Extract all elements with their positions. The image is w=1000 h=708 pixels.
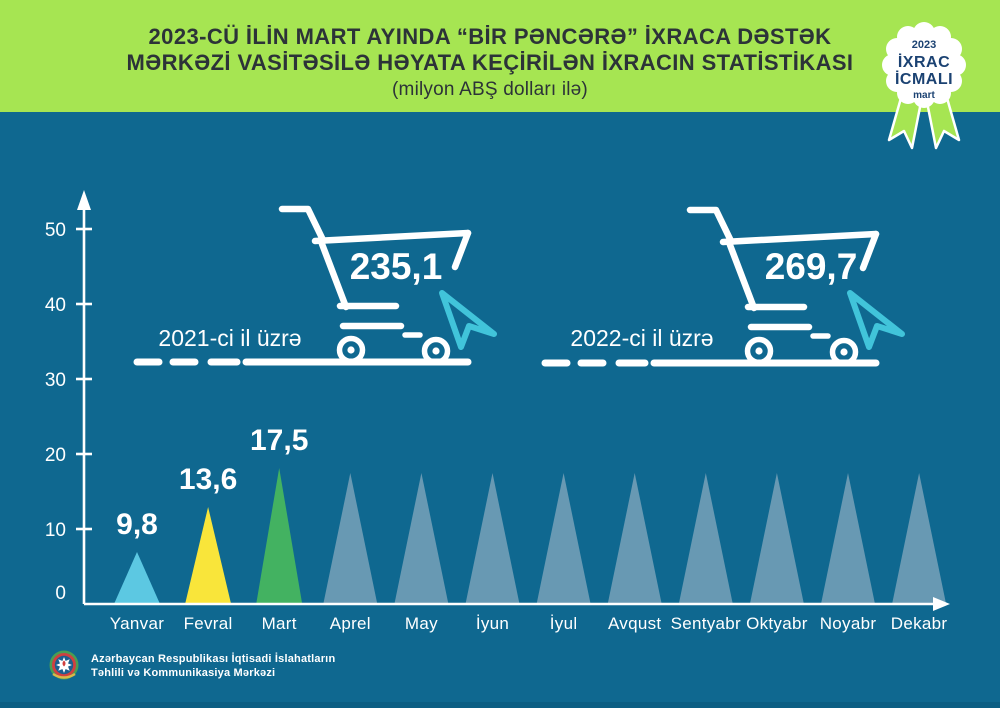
organization-line1: Azərbaycan Respublikası İqtisadi İslahat…	[91, 653, 336, 665]
cart-2022-group: 269,7 2022-ci il üzrə	[545, 210, 902, 364]
month-peaks: 9,8 Yanvar 13,6 Fevral 17,5 Mart Aprel May İyun İ…	[110, 424, 948, 633]
year-badge: 2023 İXRAC İCMALI mart	[876, 12, 972, 152]
organization-line2: Təhlili və Kommunikasiya Mərkəzi	[91, 667, 276, 679]
header-banner: 2023-CÜ İLİN MART AYINDA “BİR PƏNCƏRƏ” İ…	[0, 0, 1000, 112]
month-label-noyabr: Noyabr	[820, 614, 877, 633]
cart-2021-value: 235,1	[350, 246, 443, 287]
month-peak-fevral	[185, 507, 232, 604]
month-label-i̇yul: İyul	[550, 614, 578, 633]
month-label-avqust: Avqust	[608, 614, 661, 633]
month-label-sentyabr: Sentyabr	[671, 614, 741, 633]
month-label-yanvar: Yanvar	[110, 614, 164, 633]
month-peak-mart	[256, 468, 303, 604]
month-label-fevral: Fevral	[184, 614, 233, 633]
month-peak-oktyabr	[749, 473, 804, 604]
badge-year: 2023	[912, 39, 936, 51]
value-label-fevral: 13,6	[179, 463, 237, 496]
y-tick-label-50: 50	[45, 220, 66, 241]
state-emblem-icon	[49, 650, 79, 680]
month-label-i̇yun: İyun	[476, 614, 509, 633]
title-subtitle: (milyon ABŞ dolları ilə)	[392, 79, 588, 100]
badge-title-line2: İCMALI	[895, 70, 953, 88]
title-line-2: MƏRKƏZİ VASİTƏSİLƏ HƏYATA KEÇİRİLƏN İXRA…	[126, 50, 854, 75]
y-tick-label-0: 0	[55, 583, 66, 604]
month-label-mart: Mart	[262, 614, 297, 633]
y-tick-label-40: 40	[45, 295, 66, 316]
y-tick-label-10: 10	[45, 520, 66, 541]
footer: Azərbaycan Respublikası İqtisadi İslahat…	[46, 648, 335, 684]
month-label-oktyabr: Oktyabr	[746, 614, 808, 633]
cart-2022-value: 269,7	[765, 246, 858, 287]
month-peak-noyabr	[821, 473, 875, 604]
badge-month: mart	[913, 90, 935, 101]
value-label-yanvar: 9,8	[116, 508, 158, 541]
month-peak-may	[394, 473, 449, 604]
chart-axes: 0 10 20 30 40 50	[45, 190, 950, 611]
organization-name: Azərbaycan Respublikası İqtisadi İslahat…	[91, 652, 335, 680]
cart-2022-label: 2022-ci il üzrə	[570, 325, 713, 351]
month-peak-aprel	[323, 473, 378, 604]
cursor-icon	[442, 293, 494, 347]
badge-scallop-icon	[882, 22, 966, 108]
month-label-aprel: Aprel	[330, 614, 371, 633]
month-peak-avqust	[607, 473, 662, 604]
badge-rosette-icon: 2023 İXRAC İCMALI mart	[882, 22, 966, 150]
title-line-1: 2023-CÜ İLİN MART AYINDA “BİR PƏNCƏRƏ” İ…	[148, 24, 832, 49]
month-peak-i̇yul	[536, 473, 591, 604]
month-peak-dekabr	[892, 473, 947, 604]
month-peak-yanvar	[114, 552, 160, 604]
badge-title-line1: İXRAC	[898, 53, 950, 71]
cursor-icon	[850, 293, 902, 347]
y-tick-label-30: 30	[45, 370, 66, 391]
month-label-dekabr: Dekabr	[891, 614, 948, 633]
month-peak-sentyabr	[678, 473, 733, 604]
month-label-may: May	[405, 614, 438, 633]
y-tick-label-20: 20	[45, 445, 66, 466]
cart-2021-group: 235,1 2021-ci il üzrə	[137, 209, 494, 363]
bottom-strip	[0, 702, 1000, 708]
value-label-mart: 17,5	[250, 424, 308, 457]
page-title: 2023-CÜ İLİN MART AYINDA “BİR PƏNCƏRƏ” İ…	[30, 24, 950, 101]
month-peak-i̇yun	[465, 473, 520, 604]
cart-2021-label: 2021-ci il üzrə	[158, 325, 301, 351]
